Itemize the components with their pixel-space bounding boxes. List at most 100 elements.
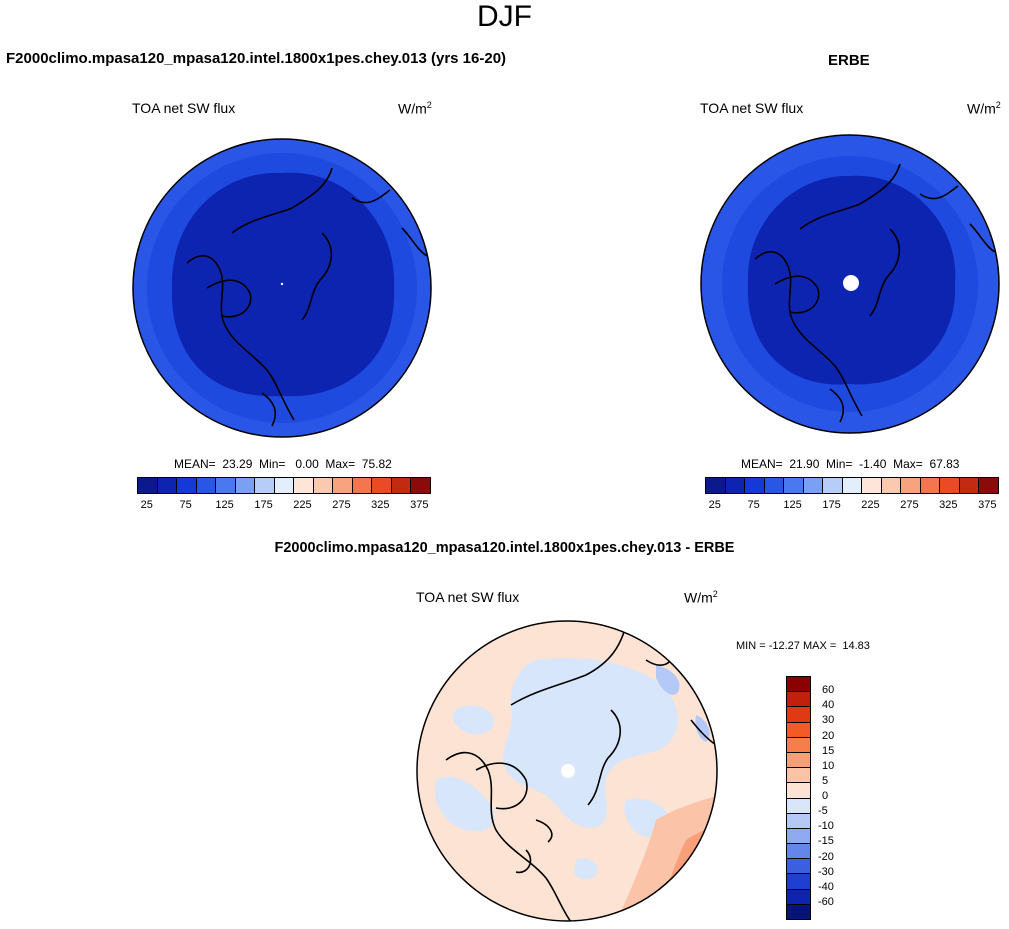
- panel-3-coastlines: [445, 624, 717, 921]
- panel-2-min: -1.40: [859, 457, 887, 471]
- panel-2-max: 67.83: [929, 457, 960, 471]
- panel-2-colorbar-tick-label: 375: [978, 499, 997, 511]
- panel-3-stats: MIN = -12.27 MAX = 14.83: [736, 640, 870, 652]
- panel-1-colorbar-segment: [411, 478, 430, 493]
- panel-1-colorbar-tick-label: 125: [215, 499, 234, 511]
- panel-3-colorbar-segment: [787, 904, 810, 919]
- panel-2-colorbar-tick-label: 275: [900, 499, 919, 511]
- panel-3-colorbar-tick-label: 15: [822, 744, 835, 757]
- panel-1-colorbar-tick-label: 225: [293, 499, 312, 511]
- panel-2-map: [700, 134, 1000, 434]
- panel-3-colorbar-tick-label: -10: [818, 820, 834, 833]
- panel-1-colorbar-segment: [313, 478, 334, 493]
- panel-3-colorbar-segment: [787, 677, 810, 693]
- panel-3-colorbar-segment: [787, 813, 810, 829]
- panel-2-colorbar-tick-label: 325: [939, 499, 958, 511]
- panel-2-units: W/m2: [967, 100, 1001, 117]
- panel-1-colorbar-tick-label: 75: [179, 499, 192, 511]
- panel-2-colorbar-segment: [920, 478, 941, 493]
- panel-3-stronger-negative: [656, 665, 710, 742]
- panel-2-colorbar-tick-label: 225: [861, 499, 880, 511]
- panel-3-map-border: [416, 620, 718, 922]
- panel-1-stats: MEAN= 23.29 Min= 0.00 Max= 75.82: [174, 457, 392, 471]
- panel-1-coastlines: [186, 167, 428, 427]
- panel-3-colorbar-tick-label: 60: [822, 684, 835, 697]
- panel-1-colorbar-segment: [157, 478, 178, 493]
- panel-3-variable: TOA net SW flux: [416, 589, 520, 605]
- panel-2-colorbar-segment: [764, 478, 785, 493]
- panel-3-colorbar-segment: [787, 859, 810, 875]
- panel-3-colorbar-tick-label: -30: [818, 865, 834, 878]
- panel-3-pole-hole: [561, 764, 575, 778]
- panel-2-title: ERBE: [828, 52, 870, 69]
- panel-2-colorbar-ticks: 25 75 125 175 225 275 325 375: [705, 499, 997, 513]
- panel-1-colorbar: [137, 477, 431, 494]
- panel-2-colorbar-segment: [901, 478, 921, 493]
- panel-2-variable: TOA net SW flux: [700, 100, 804, 116]
- panel-1-colorbar-segment: [294, 478, 314, 493]
- panel-3-colorbar-tick-label: -5: [818, 805, 828, 818]
- panel-1-colorbar-tick-label: 325: [371, 499, 390, 511]
- panel-1-colorbar-segment: [274, 478, 295, 493]
- panel-3-colorbar-tick-label: -15: [818, 835, 834, 848]
- panel-2-colorbar-tick-label: 25: [708, 499, 721, 511]
- panel-1-units: W/m2: [398, 100, 432, 117]
- panel-2-colorbar-tick-label: 175: [822, 499, 841, 511]
- panel-3-map: [416, 620, 718, 922]
- panel-1-min: 0.00: [295, 457, 319, 471]
- panel-2-colorbar-tick-label: 125: [783, 499, 802, 511]
- panel-1-colorbar-segment: [255, 478, 275, 493]
- panel-1-title: F2000climo.mpasa120_mpasa120.intel.1800x…: [6, 50, 507, 67]
- panel-3-colorbar-segment: [787, 889, 810, 905]
- panel-2-colorbar-segment: [959, 478, 980, 493]
- panel-1-colorbar-segment: [333, 478, 353, 493]
- panel-1-colorbar-segment: [216, 478, 236, 493]
- panel-3-title: F2000climo.mpasa120_mpasa120.intel.1800x…: [274, 540, 735, 556]
- panel-3-colorbar-segment: [787, 798, 810, 814]
- panel-3-colorbar-ticks: 60 40 30 20 15 10 5 0 -5 -10 -15 -20 -30 -40 -60: [818, 676, 858, 918]
- panel-2-colorbar-segment: [725, 478, 746, 493]
- panel-3-colorbar-segment: [787, 768, 810, 784]
- panel-2-coastlines: [754, 163, 996, 423]
- panel-1-colorbar-tick-label: 375: [410, 499, 429, 511]
- panel-3-colorbar-tick-label: -60: [818, 895, 834, 908]
- panel-1-colorbar-segment: [177, 478, 197, 493]
- panel-3-colorbar-tick-label: 30: [822, 714, 835, 727]
- panel-2-colorbar-segment: [706, 478, 726, 493]
- panel-2-colorbar-segment: [842, 478, 863, 493]
- panel-2-mean: 21.90: [789, 457, 820, 471]
- panel-2-pole-hole: [843, 275, 859, 291]
- panel-2-colorbar-segment: [823, 478, 843, 493]
- panel-3-colorbar-tick-label: -40: [818, 880, 834, 893]
- panel-1-max: 75.82: [361, 457, 392, 471]
- panel-3-units: W/m2: [684, 589, 718, 606]
- panel-3-colorbar-tick-label: 40: [822, 699, 835, 712]
- panel-3-colorbar-segment: [787, 692, 810, 708]
- panel-1-colorbar-tick-label: 25: [140, 499, 153, 511]
- main-title: DJF: [477, 0, 532, 33]
- panel-3-colorbar-segment: [787, 828, 810, 845]
- panel-3-colorbar-segment: [787, 722, 810, 738]
- panel-2-colorbar-segment: [784, 478, 804, 493]
- panel-1-mean: 23.29: [222, 457, 253, 471]
- panel-1-colorbar-segment: [196, 478, 217, 493]
- panel-2-colorbar-segment: [979, 478, 998, 493]
- panel-2-colorbar-segment: [803, 478, 824, 493]
- panel-3-colorbar-segment: [787, 752, 810, 769]
- panel-2-colorbar: [705, 477, 999, 494]
- panel-1-colorbar-segment: [372, 478, 392, 493]
- panel-2-stats: MEAN= 21.90 Min= -1.40 Max= 67.83: [741, 457, 960, 471]
- panel-2-colorbar-segment: [940, 478, 960, 493]
- panel-3-colorbar-tick-label: 20: [822, 729, 835, 742]
- panel-2-colorbar-segment: [745, 478, 765, 493]
- panel-2-colorbar-segment: [881, 478, 902, 493]
- panel-1-colorbar-tick-label: 275: [332, 499, 351, 511]
- panel-1-colorbar-ticks: 25 75 125 175 225 275 325 375: [137, 499, 429, 513]
- panel-1-colorbar-tick-label: 175: [254, 499, 273, 511]
- panel-1-colorbar-segment: [352, 478, 373, 493]
- panel-3-colorbar-tick-label: -20: [818, 850, 834, 863]
- panel-3-colorbar-segment: [787, 874, 810, 890]
- panel-1-colorbar-segment: [391, 478, 412, 493]
- panel-1-colorbar-segment: [235, 478, 256, 493]
- panel-1-pole-marker: [280, 282, 284, 286]
